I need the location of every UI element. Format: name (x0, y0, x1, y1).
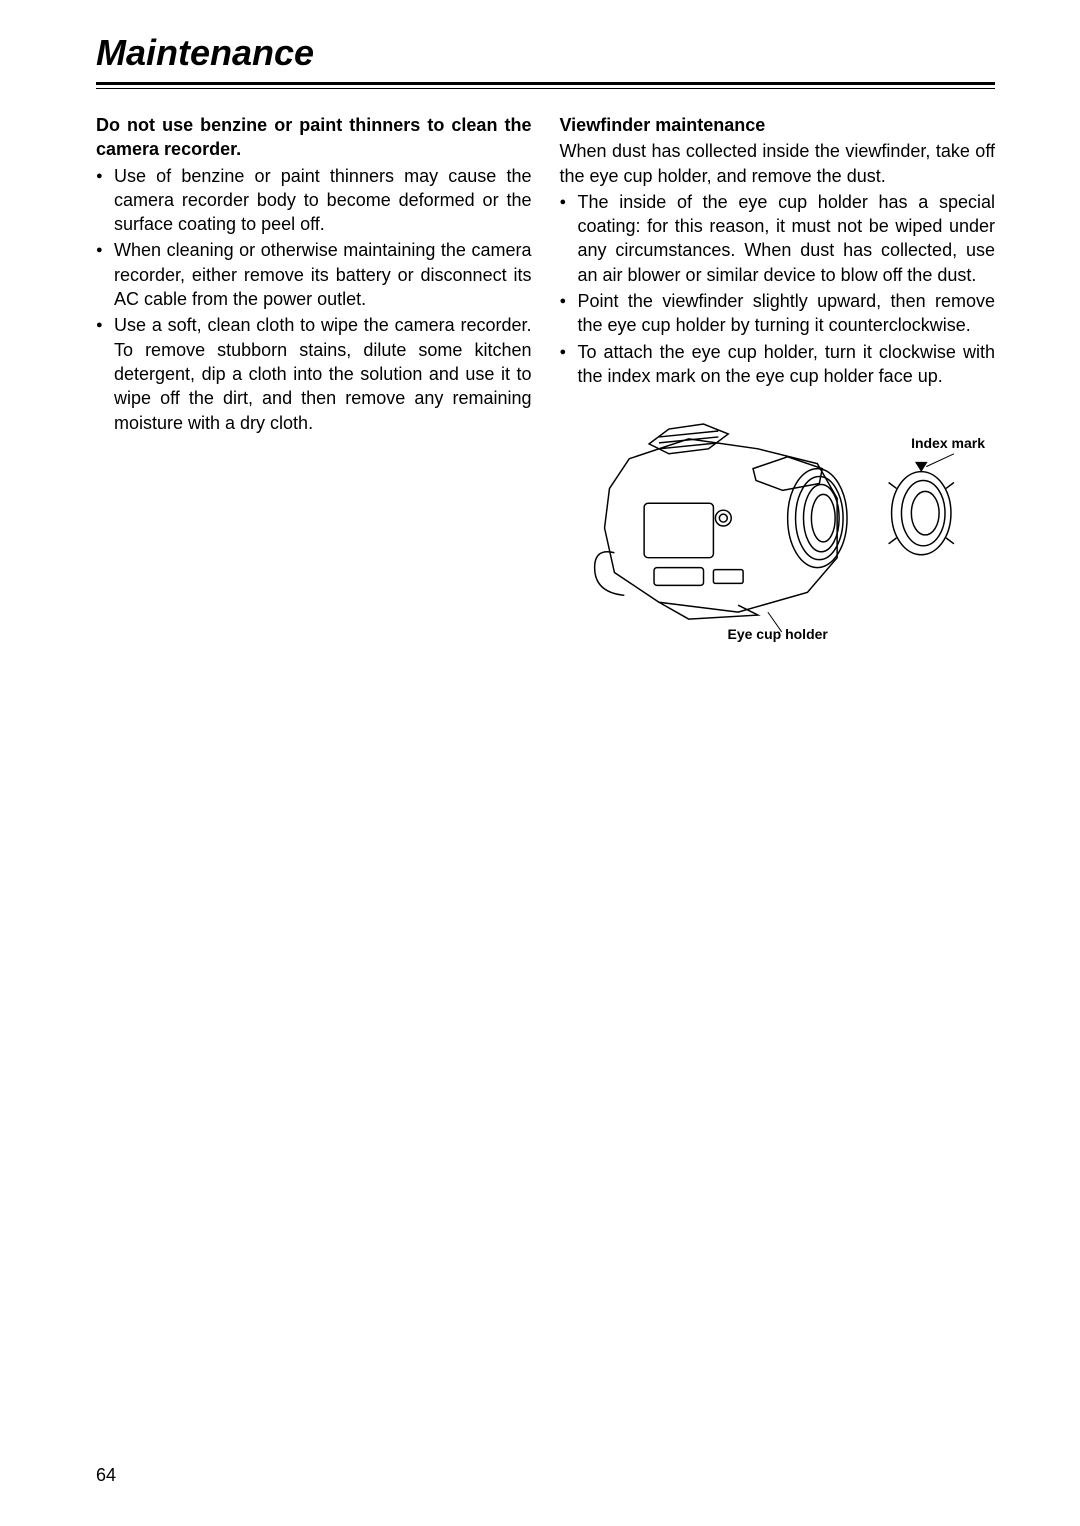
left-bullet-item: Use a soft, clean cloth to wipe the came… (114, 313, 532, 434)
right-heading: Viewfinder maintenance (560, 113, 996, 137)
left-bullet-item: Use of benzine or paint thinners may cau… (114, 164, 532, 237)
right-bullet-item: Point the viewfinder slightly upward, th… (578, 289, 996, 338)
left-bullet-item: When cleaning or otherwise maintaining t… (114, 238, 532, 311)
right-intro: When dust has collected inside the viewf… (560, 139, 996, 188)
left-column: Do not use benzine or paint thinners to … (96, 113, 532, 648)
title-rule-thin (96, 88, 995, 89)
right-bullet-item: To attach the eye cup holder, turn it cl… (578, 340, 996, 389)
right-bullet-list: The inside of the eye cup holder has a s… (560, 190, 996, 388)
right-column: Viewfinder maintenance When dust has col… (560, 113, 996, 648)
label-index-mark: Index mark (911, 434, 985, 453)
content-columns: Do not use benzine or paint thinners to … (96, 113, 995, 648)
right-bullet-item: The inside of the eye cup holder has a s… (578, 190, 996, 287)
left-heading: Do not use benzine or paint thinners to … (96, 113, 532, 162)
page-title: Maintenance (96, 32, 995, 74)
camera-figure: Index mark Eye cup holder (560, 408, 996, 648)
page-number: 64 (96, 1465, 116, 1486)
label-eye-cup-holder: Eye cup holder (728, 625, 828, 644)
title-rule-thick (96, 82, 995, 85)
left-bullet-list: Use of benzine or paint thinners may cau… (96, 164, 532, 435)
